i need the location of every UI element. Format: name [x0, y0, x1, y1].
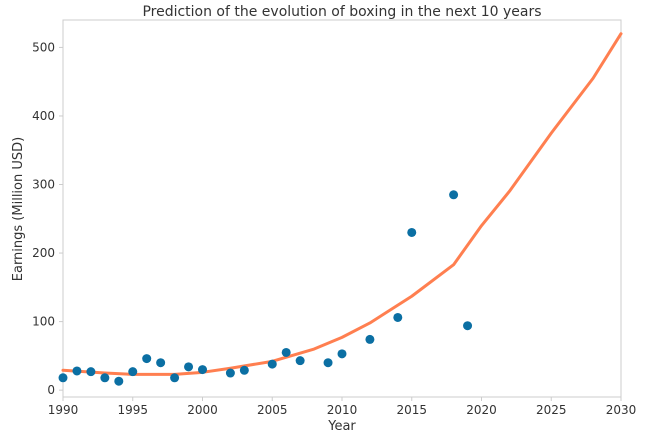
- y-tick-label: 0: [47, 383, 55, 397]
- x-tick-label: 1990: [48, 403, 79, 417]
- y-axis-label: Earnings (Million USD): [11, 137, 26, 281]
- data-point: [323, 358, 333, 368]
- x-tick-label: 2015: [396, 403, 427, 417]
- y-axis-ticks: 0 100 200 300 400 500: [32, 40, 63, 397]
- data-point: [86, 367, 96, 377]
- y-tick-label: 200: [32, 246, 55, 260]
- data-point: [170, 373, 180, 383]
- x-axis-label: Year: [327, 419, 356, 434]
- y-tick-label: 500: [32, 40, 55, 54]
- data-point: [239, 365, 249, 375]
- y-tick-label: 300: [32, 178, 55, 192]
- data-point: [114, 376, 124, 386]
- fit-line: [61, 32, 623, 376]
- x-tick-label: 2020: [466, 403, 497, 417]
- data-point: [72, 366, 82, 376]
- data-point: [393, 312, 403, 322]
- data-point: [198, 365, 207, 375]
- x-axis-ticks: 1990 1995 2000 2005 2010 2015 2020 2025 2030: [48, 397, 637, 417]
- data-point: [365, 334, 375, 344]
- y-tick-label: 100: [32, 315, 55, 329]
- x-tick-label: 2030: [606, 403, 637, 417]
- data-point: [142, 354, 152, 364]
- y-tick-label: 400: [32, 109, 55, 123]
- data-point: [128, 367, 138, 377]
- scatter-points: [58, 190, 473, 386]
- data-point: [58, 373, 68, 383]
- x-tick-label: 1995: [117, 403, 148, 417]
- data-point: [449, 190, 459, 200]
- data-point: [407, 227, 417, 237]
- plot-frame: [62, 19, 622, 398]
- data-point: [337, 349, 347, 359]
- chart-title: Prediction of the evolution of boxing in…: [142, 4, 541, 20]
- data-point: [295, 356, 305, 366]
- data-point: [267, 359, 277, 369]
- data-point: [225, 368, 235, 378]
- data-point: [463, 321, 473, 331]
- data-point: [100, 373, 110, 383]
- x-tick-label: 2010: [327, 403, 358, 417]
- x-tick-label: 2000: [187, 403, 218, 417]
- data-point: [281, 347, 291, 357]
- data-point: [184, 362, 194, 372]
- data-point: [156, 358, 166, 368]
- x-tick-label: 2005: [257, 403, 288, 417]
- x-tick-label: 2025: [536, 403, 567, 417]
